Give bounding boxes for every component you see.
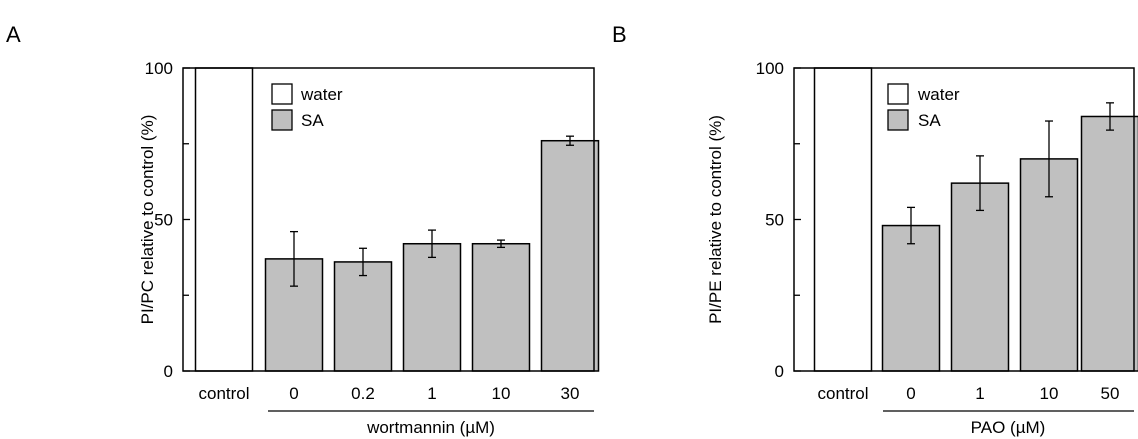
bar-sa-1 xyxy=(402,242,462,372)
panel-label: A xyxy=(6,22,21,47)
x-tick-label: 1 xyxy=(975,384,984,403)
x-tick-label: 0.2 xyxy=(351,384,375,403)
x-tick-label: 0 xyxy=(906,384,915,403)
y-tick-label: 100 xyxy=(145,59,173,78)
bar-sa-10 xyxy=(471,242,531,372)
x-tick-label: 10 xyxy=(1040,384,1059,403)
x-tick-label: 0 xyxy=(289,384,298,403)
legend-label-sa: SA xyxy=(918,111,941,130)
legend-label-water: water xyxy=(917,85,960,104)
panel-b: B 0 50 100 control 0 1 10 50 PAO (µM) PI/PE relati… xyxy=(612,22,1138,437)
legend-swatch-water xyxy=(271,83,293,105)
bar-water-control xyxy=(813,67,873,372)
legend-swatch-sa xyxy=(271,109,293,131)
x-tick-label: control xyxy=(198,384,249,403)
bar-sa-30 xyxy=(540,139,600,372)
bar-sa-0.2 xyxy=(333,261,393,372)
x-tick-label: control xyxy=(817,384,868,403)
legend-swatch-sa xyxy=(887,109,909,131)
bar-water-control xyxy=(194,67,254,372)
x-tick-label: 50 xyxy=(1101,384,1120,403)
panel-label: B xyxy=(612,22,627,47)
y-axis-title: PI/PE relative to control (%) xyxy=(706,115,725,324)
legend-label-water: water xyxy=(300,85,343,104)
y-tick-label: 100 xyxy=(756,59,784,78)
x-tick-label: 1 xyxy=(427,384,436,403)
y-tick-label: 50 xyxy=(154,211,173,230)
panel-a: A 0 50 100 control 0 0.2 1 10 30 wortmannin (µM) PI… xyxy=(6,22,600,437)
bar-sa-0 xyxy=(881,224,941,372)
bar-sa-50 xyxy=(1080,115,1138,372)
y-axis-title: PI/PC relative to control (%) xyxy=(138,115,157,325)
y-tick-label: 0 xyxy=(775,362,784,381)
x-tick-label: 30 xyxy=(561,384,580,403)
legend-swatch-water xyxy=(887,83,909,105)
y-tick-label: 0 xyxy=(164,362,173,381)
bar-sa-1 xyxy=(950,182,1010,372)
y-tick-label: 50 xyxy=(765,211,784,230)
x-axis-title: PAO (µM) xyxy=(971,418,1046,437)
legend-label-sa: SA xyxy=(301,111,324,130)
x-axis-title: wortmannin (µM) xyxy=(366,418,495,437)
x-tick-label: 10 xyxy=(492,384,511,403)
